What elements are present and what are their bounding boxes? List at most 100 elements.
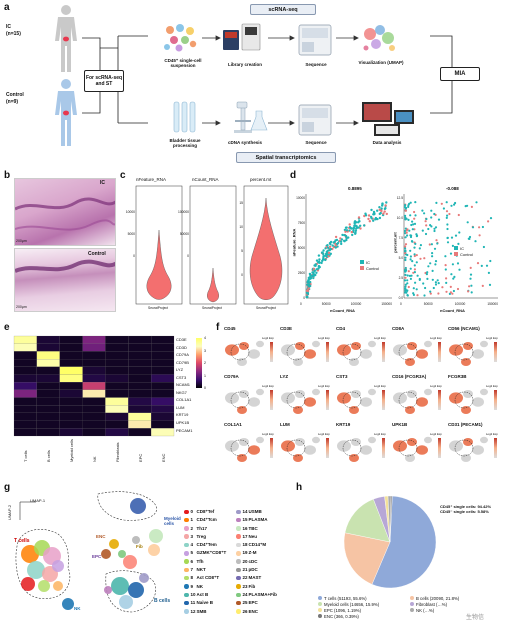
control-label: Control — [6, 92, 24, 98]
cluster-legend-dot — [236, 567, 241, 573]
scatter-point — [404, 283, 407, 286]
celltype-pie-chart — [343, 495, 437, 589]
scatter-point — [404, 288, 407, 291]
feature-umap-legend-title: Log2 Exp — [318, 384, 330, 388]
heatmap-celltype-labels: T cells B cells Myeloid cells NK Fibroblasts… — [14, 438, 174, 468]
feature-umap-grid: CD45 Log2 Exp CD3E Log2 Exp CD4 Log2 Exp CD8A L… — [222, 326, 504, 476]
feature-umap-tile: LUM Log2 Exp — [278, 422, 334, 470]
feature-umap-colorbar — [382, 438, 385, 458]
scatter-point — [414, 242, 417, 245]
heatmap-cell — [128, 428, 152, 437]
feature-umap-title: CD3E — [280, 326, 293, 331]
scatter-point — [404, 258, 407, 262]
feature-umap-title: FCGR3B — [448, 374, 467, 379]
scatter-point — [382, 212, 385, 215]
feature-umap-colorbar — [270, 342, 273, 362]
scatter-point — [406, 289, 409, 292]
feature-umap-legend-title: Log2 Exp — [486, 432, 498, 436]
heatmap-cell — [36, 374, 60, 383]
violin-title-percentmt: percent.mt — [250, 177, 272, 182]
scatter-point — [315, 271, 318, 274]
scatter-point — [422, 282, 425, 285]
heatmap-cell — [151, 374, 175, 383]
heatmap-gene-label: CD79B — [176, 359, 189, 365]
scatter-point — [414, 201, 417, 204]
scatter-point — [433, 227, 436, 230]
heatmap-cell — [128, 359, 152, 367]
feature-umap-title: KRT19 — [336, 422, 351, 427]
mia-box: MIA — [440, 67, 480, 81]
heatmap-cell — [105, 374, 129, 383]
scatter-point — [489, 259, 492, 263]
pie-legend-item: NK (…%) — [410, 608, 502, 614]
scatter-point — [404, 209, 407, 212]
cluster-legend-dot — [236, 609, 241, 614]
heatmap-cell — [36, 359, 60, 367]
scatter-point — [413, 210, 416, 214]
scatter-point — [380, 209, 383, 213]
scatter-point — [413, 246, 416, 249]
scatter-point — [383, 210, 386, 213]
heatmap-cell — [13, 359, 37, 367]
panel-label-b: b — [4, 170, 11, 181]
cluster-legend-item: 2 Th17 — [184, 525, 226, 533]
scatter-point — [421, 209, 424, 212]
scatter-point — [367, 214, 371, 217]
scatter-point — [445, 210, 449, 213]
panel-label-f: f — [216, 322, 220, 333]
heatmap-cell — [36, 397, 60, 406]
scatter-point — [309, 280, 312, 284]
group-label-epc: EPC — [92, 554, 102, 559]
scatter-point — [421, 229, 424, 232]
feature-umap-colorbar — [326, 390, 329, 410]
feature-umap-tile: FCGR3B Log2 Exp — [446, 374, 502, 422]
heatmap-gene-label: LUM — [176, 404, 185, 410]
cluster-legend-dot — [184, 517, 189, 523]
scatter-point — [433, 229, 436, 233]
feature-umap-title: LYZ — [280, 374, 289, 379]
heatmap-gene-label: CST3 — [176, 374, 187, 380]
scatter-point — [466, 221, 469, 224]
feature-umap-legend-title: Log2 Exp — [374, 432, 386, 436]
scatter-point — [406, 294, 409, 297]
scatter-point — [348, 223, 351, 226]
feature-umap-colorbar — [438, 390, 441, 410]
heatmap-cell — [36, 412, 60, 421]
correlation-left: 0.8895 — [348, 186, 362, 191]
scatter-point — [376, 217, 379, 221]
cluster-legend-item: 22MAST — [236, 574, 277, 582]
feature-umap-colorbar — [494, 390, 497, 410]
scatter-point — [320, 261, 323, 265]
heatmap-cell — [151, 359, 175, 367]
heatmap-cell — [36, 351, 60, 360]
scatter-point — [329, 243, 332, 246]
scatter-point — [334, 244, 338, 247]
scatter-point — [445, 216, 448, 219]
scatter-point — [332, 241, 335, 244]
scatter-point — [457, 213, 460, 217]
panel-label-g: g — [4, 482, 11, 493]
scatter-point — [407, 285, 410, 289]
feature-umap-legend-title: Log2 Exp — [374, 384, 386, 388]
scatter-point — [412, 293, 415, 296]
heatmap-cell — [151, 343, 175, 352]
scatter-point — [433, 247, 437, 250]
scatter-point — [415, 233, 418, 236]
heatmap-cell — [82, 389, 106, 398]
scatter-point — [317, 260, 321, 263]
heatmap-cell — [13, 335, 37, 344]
scatter-point — [368, 220, 371, 223]
scatter-point — [444, 255, 447, 258]
scatter-point — [451, 292, 454, 295]
scatter-point — [372, 213, 375, 216]
cluster-legend-dot — [184, 542, 189, 548]
heatmap-celltype-label: ENC — [160, 453, 166, 462]
scatter-point — [307, 279, 310, 282]
scatter-point — [448, 212, 451, 216]
scatter-point — [442, 207, 445, 210]
pie-legend-item: ENC (366, 0.39%) — [318, 614, 410, 620]
step-sequence-bottom: Sequence — [305, 140, 327, 145]
scatter-point — [468, 285, 471, 288]
scatter-point — [468, 235, 472, 239]
scatter-point — [457, 242, 460, 245]
